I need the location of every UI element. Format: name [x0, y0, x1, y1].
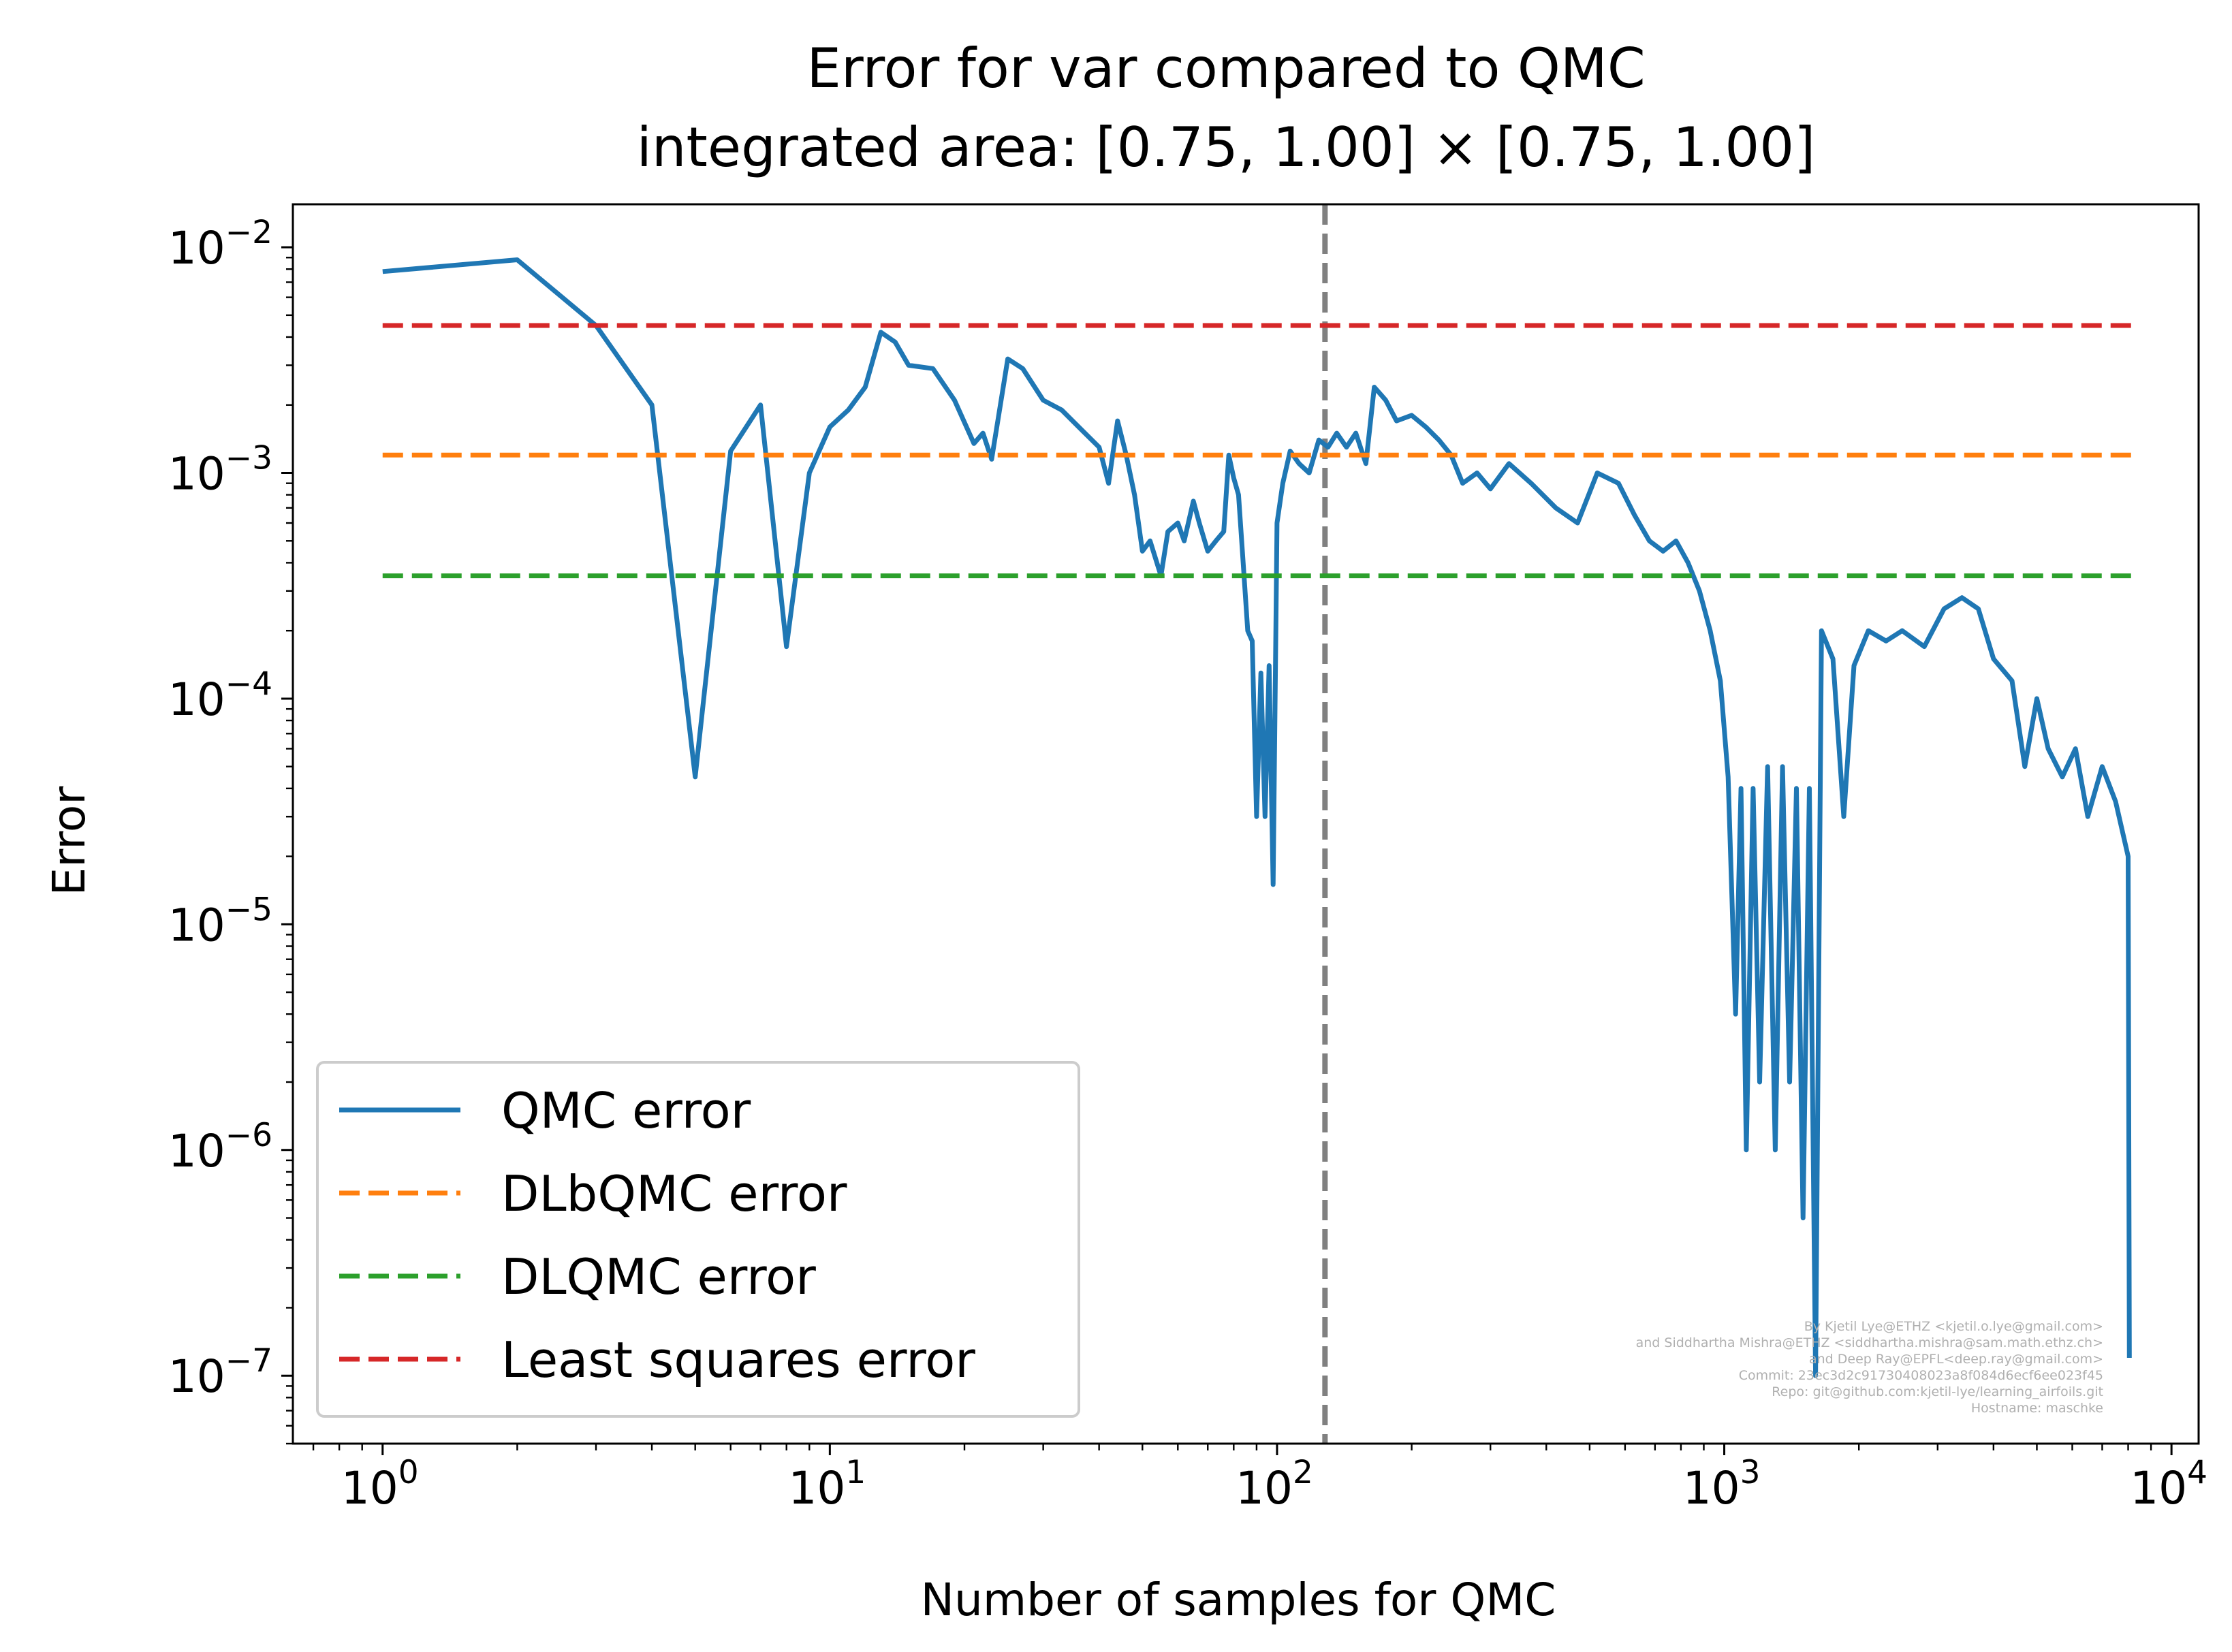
credit-line: and Deep Ray@EPFL<deep.ray@gmail.com>: [1809, 1352, 2103, 1367]
credit-line: By Kjetil Lye@ETHZ <kjetil.o.lye@gmail.c…: [1804, 1319, 2103, 1334]
legend-label-dlbqmc-error: DLbQMC error: [501, 1165, 847, 1222]
legend-label-dlqmc-error: DLQMC error: [501, 1248, 816, 1305]
y-tick-label: 10−5: [168, 891, 272, 951]
plot-area: 100 101 102 103 104 10−7 10−6 10−5 10−4 10−3 10−2 Q…: [168, 203, 2207, 1514]
x-tick-label: 103: [1683, 1454, 1761, 1514]
x-axis-label: Number of samples for QMC: [921, 1574, 1556, 1626]
credit-line: and Siddhartha Mishra@ETHZ <siddhartha.m…: [1636, 1335, 2103, 1350]
y-tick-label: 10−7: [168, 1342, 272, 1403]
chart-title-line-1: Error for var compared to QMC: [806, 37, 1645, 100]
x-tick-label: 101: [788, 1454, 866, 1514]
x-tick-label: 104: [2130, 1454, 2207, 1514]
credit-line: Commit: 23ec3d2c91730408023a8f084d6ecf6e…: [1739, 1368, 2103, 1383]
legend: QMC error DLbQMC error DLQMC error Least sq…: [316, 1061, 1080, 1418]
credit-line: Repo: git@github.com:kjetil-lye/learning…: [1772, 1384, 2103, 1399]
series-line-qmc-error: [382, 257, 2132, 1378]
legend-label-least-squares-error: Least squares error: [501, 1331, 975, 1388]
chart-title-line-2: integrated area: [0.75, 1.00] × [0.75, 1…: [637, 116, 1816, 179]
credits-watermark: By Kjetil Lye@ETHZ <kjetil.o.lye@gmail.c…: [1636, 1319, 2103, 1416]
credit-line: Hostname: maschke: [1971, 1401, 2103, 1416]
x-tick-label: 100: [341, 1454, 419, 1514]
y-tick-label: 10−2: [168, 214, 272, 274]
x-tick-label: 102: [1236, 1454, 1313, 1514]
y-tick-label: 10−6: [168, 1117, 272, 1177]
legend-box: [316, 1061, 1080, 1418]
y-tick-label: 10−4: [168, 665, 272, 726]
data-layer: [382, 204, 2133, 1444]
y-axis-label: Error: [43, 786, 95, 896]
y-tick-label: 10−3: [168, 440, 272, 501]
plot-frame: [292, 203, 2200, 1445]
legend-label-qmc-error: QMC error: [501, 1082, 751, 1139]
